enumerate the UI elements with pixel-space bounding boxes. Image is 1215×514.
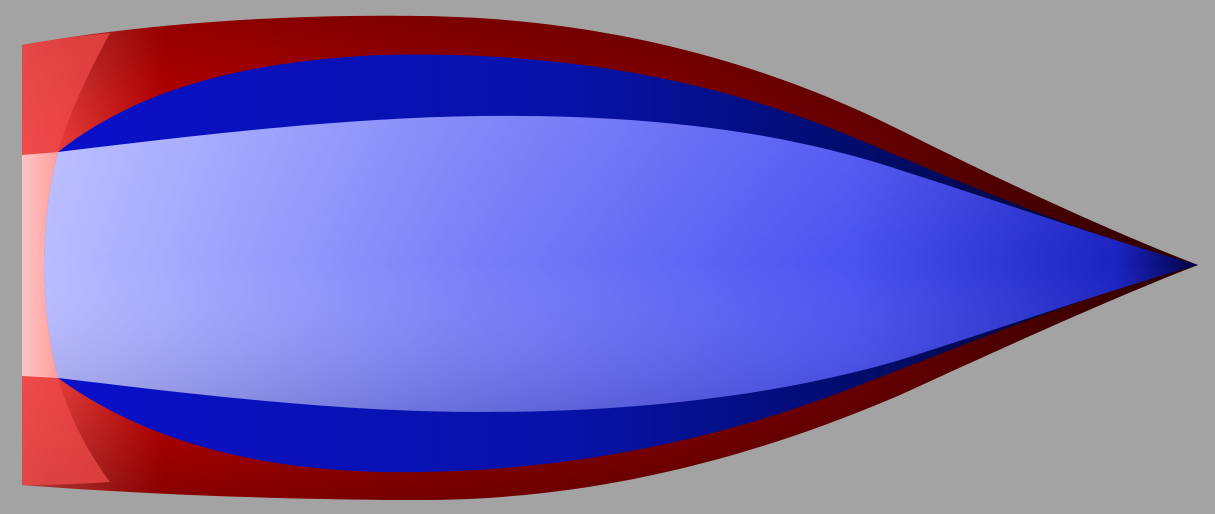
outer-shell-left-highlight-bottom (22, 376, 110, 485)
front-face (22, 152, 58, 378)
inner-cone-body-shading (44, 115, 1198, 412)
outer-shell-left-highlight-top (22, 33, 110, 152)
